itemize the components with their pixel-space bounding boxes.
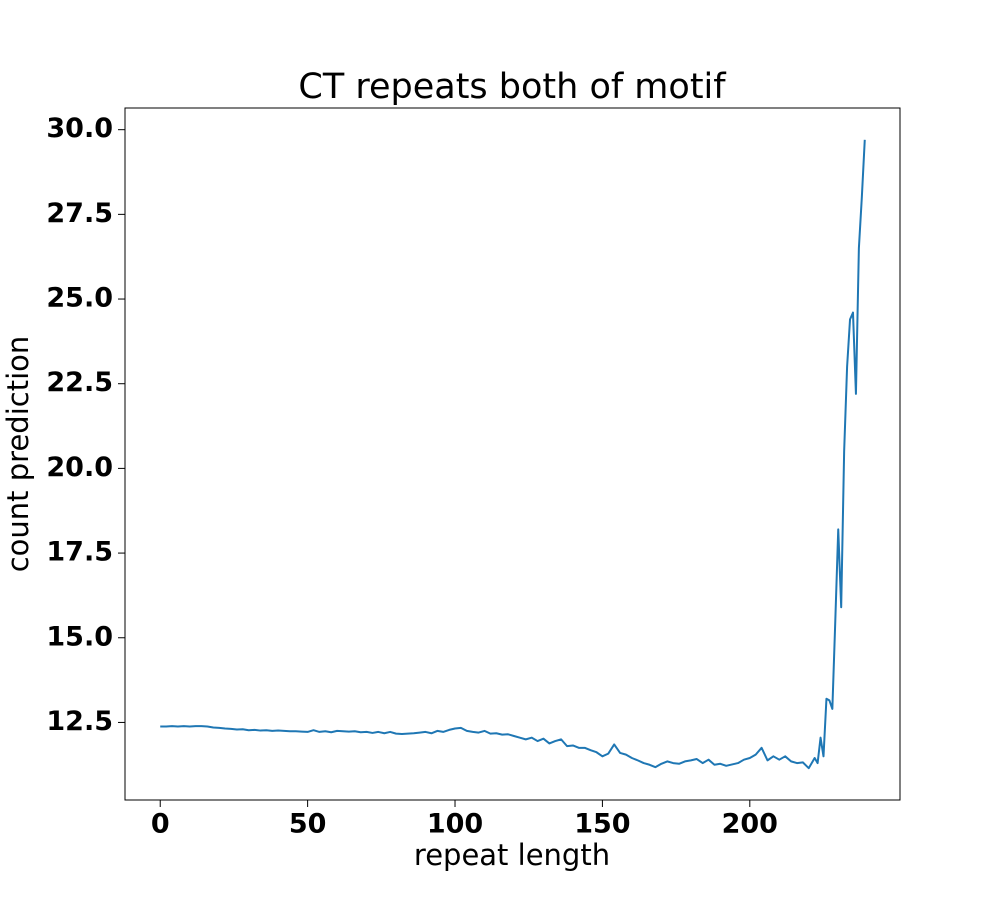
plot-frame (124, 107, 901, 801)
x-tick-label: 200 (722, 809, 778, 840)
y-tick-label: 30.0 (46, 113, 113, 144)
chart-title: CT repeats both of motif (298, 67, 726, 107)
y-tick-label: 27.5 (46, 198, 113, 229)
y-tick-label: 22.5 (46, 367, 113, 398)
y-tick-label: 15.0 (46, 621, 113, 652)
y-tick-label: 12.5 (46, 706, 113, 737)
x-tick-label: 50 (289, 809, 327, 840)
x-tick-label: 100 (427, 809, 483, 840)
y-tick-label: 25.0 (46, 283, 113, 314)
y-axis-label: count prediction (1, 336, 35, 573)
x-tick-label: 150 (574, 809, 630, 840)
y-tick-label: 20.0 (46, 452, 113, 483)
x-axis-label: repeat length (414, 838, 610, 872)
x-tick-label: 0 (151, 809, 170, 840)
data-line (160, 139, 866, 770)
y-tick-label: 17.5 (46, 537, 113, 568)
